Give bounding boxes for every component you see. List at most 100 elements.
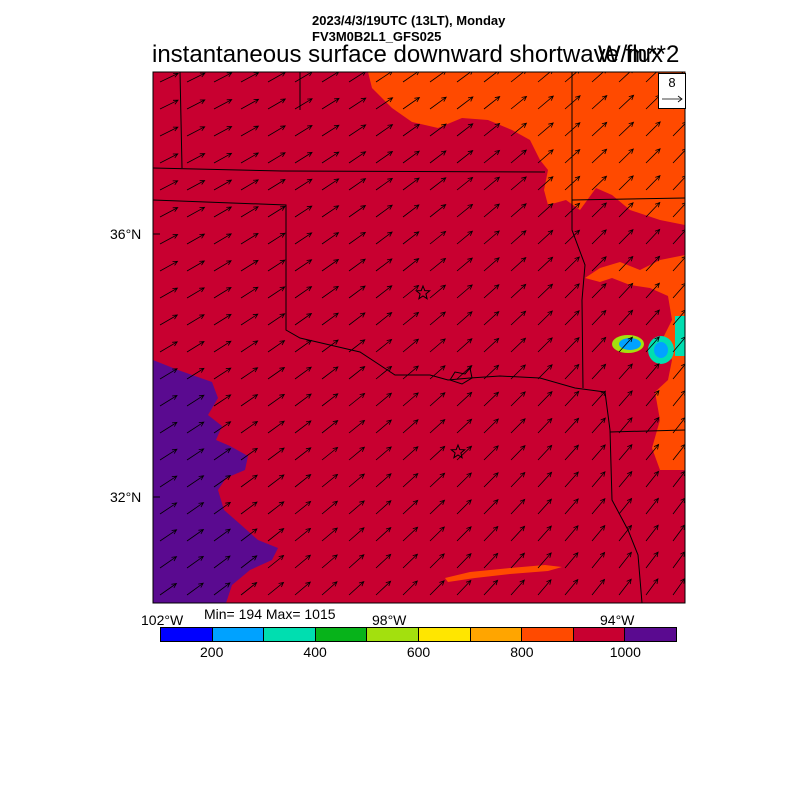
wind-vector [186, 99, 206, 110]
wind-vector [591, 417, 606, 434]
wind-vector [591, 72, 606, 83]
colorbar-segment-3 [315, 628, 368, 641]
wind-vector [321, 232, 340, 245]
wind-vector [159, 448, 178, 461]
wind-vector [213, 582, 231, 596]
wind-vector [213, 501, 232, 515]
wind-vector [159, 502, 178, 515]
wind-vector [483, 230, 500, 245]
wind-vector [537, 95, 555, 110]
wind-vector [159, 341, 178, 353]
wind-vector [375, 365, 393, 380]
wind-vector [429, 257, 447, 272]
flux-field-purple-region [153, 360, 278, 603]
wind-vector [483, 310, 500, 326]
wind-vector [564, 283, 580, 299]
wind-vector [213, 394, 232, 407]
wind-vector [564, 498, 579, 515]
wind-vector [375, 580, 392, 596]
wind-vector [645, 201, 661, 218]
wind-vector [240, 179, 259, 191]
wind-vector [348, 231, 367, 245]
wind-vector [267, 340, 286, 353]
wind-vector [159, 207, 179, 218]
wind-vector [510, 552, 526, 569]
wind-vector [429, 204, 447, 218]
colorbar-segment-2 [264, 628, 316, 641]
wind-vector [591, 175, 608, 191]
wind-vector [267, 554, 285, 569]
wind-vector [645, 72, 660, 83]
wind-vector [267, 501, 285, 515]
colorbar-segment-5 [418, 628, 471, 641]
wind-vector [186, 367, 205, 380]
wind-vector [375, 419, 393, 434]
wind-vector [267, 313, 286, 326]
wind-vector [483, 552, 499, 569]
wind-vector [537, 202, 554, 218]
wind-vector [186, 555, 205, 569]
wind-vector [375, 553, 392, 569]
wind-vector [375, 500, 392, 515]
wind-vector [267, 125, 286, 137]
wind-vector [618, 524, 633, 542]
wind-vector [402, 338, 420, 353]
wind-vector [348, 97, 367, 110]
wind-vector [348, 258, 366, 272]
wind-vector [240, 582, 258, 596]
wind-vector [213, 126, 233, 137]
wind-vector [618, 417, 633, 434]
wind-vector [591, 336, 607, 353]
colorbar-segment-9 [625, 628, 676, 641]
wind-vector [618, 229, 634, 245]
wind-vector [186, 502, 205, 515]
wind-vector [483, 579, 499, 596]
wind-vector [267, 179, 286, 191]
wind-vector [645, 389, 660, 407]
wind-vector [564, 229, 581, 245]
wind-vector [483, 72, 500, 83]
wind-vector [456, 284, 473, 299]
wind-vector [564, 256, 580, 272]
colorbar-segment-6 [470, 628, 523, 641]
wind-vector [267, 447, 285, 461]
wind-vector [159, 126, 179, 137]
wind-vector [375, 338, 393, 353]
wind-vector [456, 257, 474, 272]
wind-vector [510, 283, 527, 299]
wind-vector [321, 205, 340, 218]
lon-label-94w: 94°W [600, 612, 635, 628]
wind-vector [456, 230, 474, 245]
wind-vector [294, 366, 312, 380]
wind-vector [402, 580, 418, 596]
wind-vector [375, 258, 393, 272]
wind-vector [564, 95, 581, 110]
wind-vector [267, 393, 286, 407]
wind-vector [321, 446, 339, 461]
wind-vector [510, 176, 527, 191]
lat-label-36n: 36°N [110, 226, 142, 242]
colorbar-tick-400: 400 [303, 644, 327, 660]
wind-vector [321, 473, 339, 488]
wind-vector [159, 395, 178, 407]
wind-vector [537, 444, 553, 461]
wind-vector [564, 444, 580, 461]
wind-vector [618, 282, 634, 299]
wind-vector [240, 367, 259, 380]
wind-vector [618, 94, 635, 110]
wind-vector [564, 202, 581, 218]
wind-vector [672, 202, 685, 218]
wind-reference-arrow [662, 95, 683, 103]
wind-vector [564, 72, 580, 83]
colorbar-segment-8 [573, 628, 626, 641]
wind-vector [564, 578, 579, 596]
wind-vector [294, 393, 312, 407]
wind-vector [186, 260, 206, 272]
colorbar [160, 627, 677, 642]
wind-vector [672, 229, 685, 245]
wind-vector [321, 581, 338, 596]
wind-vector [645, 228, 661, 245]
wind-vector [267, 581, 285, 596]
colorbar-segment-7 [522, 628, 574, 641]
wind-vector [321, 339, 339, 353]
